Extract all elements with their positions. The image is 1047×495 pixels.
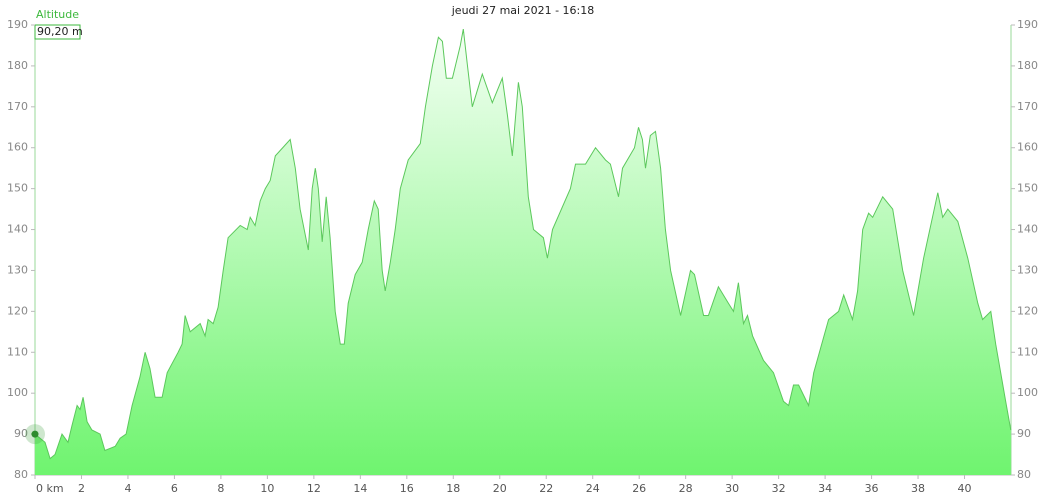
x-tick-label: 18 — [446, 482, 460, 495]
y2-tick-label: 150 — [1017, 182, 1038, 195]
y-tick-label: 180 — [7, 59, 28, 72]
x-tick-label: 38 — [911, 482, 925, 495]
y2-tick-label: 130 — [1017, 263, 1038, 276]
hover-marker — [31, 430, 39, 438]
y-axis-title: Altitude — [36, 8, 79, 21]
x-tick-label: 32 — [772, 482, 786, 495]
x-tick-label: 24 — [586, 482, 600, 495]
y2-tick-label: 120 — [1017, 304, 1038, 317]
x-tick-label: 2 — [78, 482, 85, 495]
x-tick-label: 30 — [725, 482, 739, 495]
y-tick-label: 160 — [7, 141, 28, 154]
x-tick-label: 40 — [958, 482, 972, 495]
y-tick-label: 190 — [7, 18, 28, 31]
y2-tick-label: 100 — [1017, 386, 1038, 399]
y2-tick-label: 160 — [1017, 141, 1038, 154]
y-tick-label: 170 — [7, 100, 28, 113]
y-tick-label: 130 — [7, 263, 28, 276]
chart-title: jeudi 27 mai 2021 - 16:18 — [451, 4, 595, 17]
y-tick-label: 80 — [14, 468, 28, 481]
y-tick-label: 120 — [7, 304, 28, 317]
x-tick-label: 12 — [307, 482, 321, 495]
x-tick-label: 26 — [632, 482, 646, 495]
tooltip-box — [34, 24, 81, 40]
y-tick-label: 140 — [7, 223, 28, 236]
y2-tick-label: 180 — [1017, 59, 1038, 72]
x-tick-label: 14 — [353, 482, 367, 495]
x-tick-label: 10 — [260, 482, 274, 495]
area-fill — [35, 29, 1011, 475]
x-tick-label: 0 km — [36, 482, 64, 495]
y2-tick-label: 170 — [1017, 100, 1038, 113]
y-tick-label: 150 — [7, 182, 28, 195]
x-tick-label: 28 — [679, 482, 693, 495]
y2-tick-label: 190 — [1017, 18, 1038, 31]
y2-tick-label: 110 — [1017, 345, 1038, 358]
tooltip: 90,20 m — [37, 25, 83, 38]
y2-tick-label: 140 — [1017, 223, 1038, 236]
x-tick-label: 6 — [171, 482, 178, 495]
x-tick-label: 8 — [217, 482, 224, 495]
y2-tick-label: 80 — [1017, 468, 1031, 481]
x-tick-label: 22 — [539, 482, 553, 495]
x-tick-label: 34 — [818, 482, 832, 495]
y-tick-label: 90 — [14, 427, 28, 440]
y2-tick-label: 90 — [1017, 427, 1031, 440]
y-tick-label: 110 — [7, 345, 28, 358]
x-tick-label: 36 — [865, 482, 879, 495]
y-tick-label: 100 — [7, 386, 28, 399]
area-line — [34, 29, 1012, 460]
x-tick-label: 16 — [400, 482, 414, 495]
x-tick-label: 20 — [493, 482, 507, 495]
x-tick-label: 4 — [124, 482, 131, 495]
